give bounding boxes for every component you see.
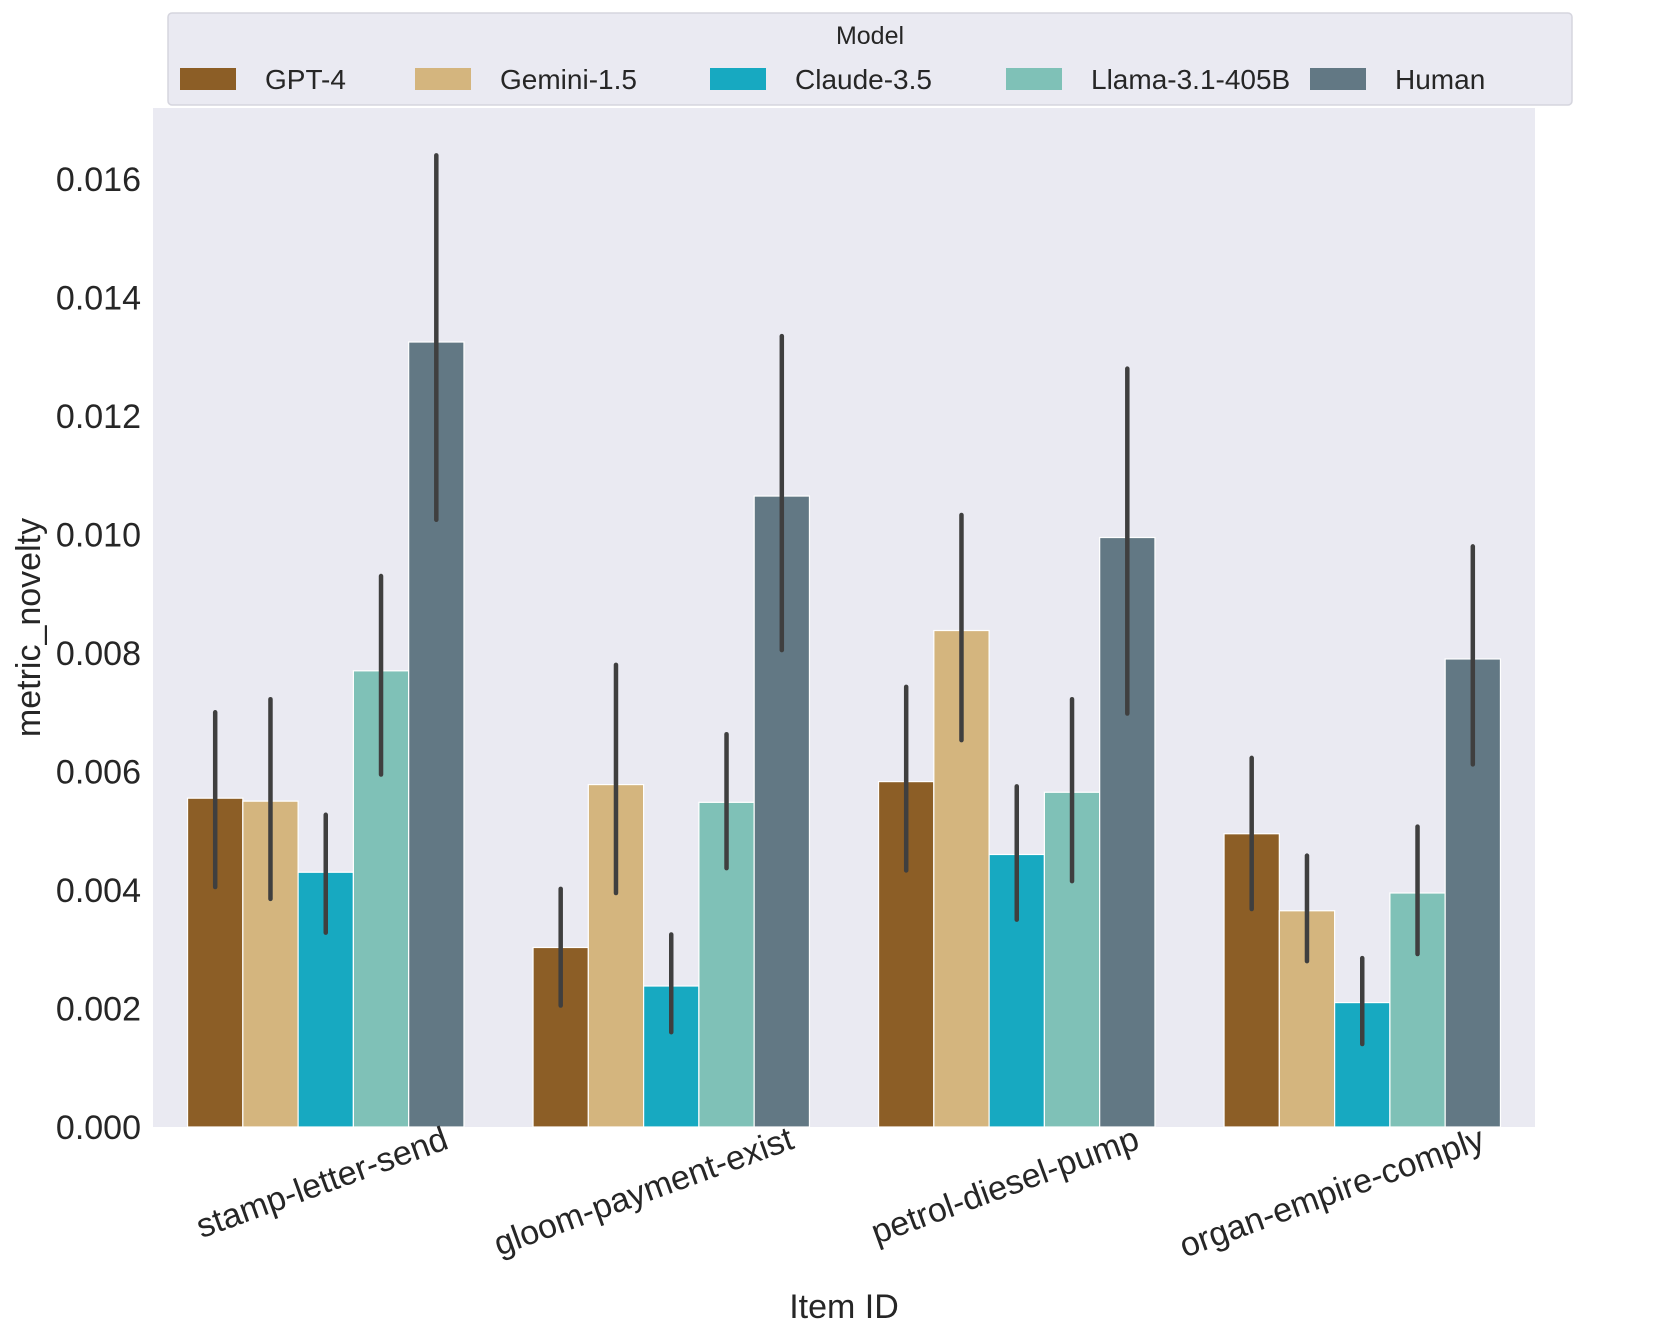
y-tick-label: 0.004 bbox=[56, 872, 141, 910]
x-tick-label: petrol-diesel-pump bbox=[866, 1120, 1144, 1252]
y-tick-label: 0.010 bbox=[56, 517, 141, 555]
x-tick-label: stamp-letter-send bbox=[191, 1120, 453, 1246]
bar-llama-3-1-405b-stamp-letter-send bbox=[352, 670, 410, 1128]
legend-label-claude-3-5: Claude-3.5 bbox=[795, 64, 932, 95]
x-axis-title: Item ID bbox=[789, 1288, 899, 1326]
legend-label-gemini-1-5: Gemini-1.5 bbox=[500, 64, 637, 95]
legend-title: Model bbox=[836, 22, 904, 50]
legend-swatch-human bbox=[1310, 68, 1366, 90]
y-axis-ticks: 0.000 0.002 0.004 0.006 0.008 0.010 0.012 0.014… bbox=[56, 161, 141, 1147]
y-tick-label: 0.002 bbox=[56, 991, 141, 1029]
y-tick-label: 0.006 bbox=[56, 754, 141, 792]
x-tick-label: organ-empire-comply bbox=[1175, 1120, 1490, 1266]
x-tick-label: gloom-payment-exist bbox=[489, 1120, 799, 1264]
legend-box bbox=[167, 12, 1573, 106]
bar-gpt-4-gloom-payment-exist bbox=[532, 946, 589, 1128]
legend: Model GPT-4 Gemini-1.5 Claude-3.5 Llama-3.1… bbox=[167, 12, 1573, 106]
y-tick-label: 0.000 bbox=[56, 1109, 141, 1147]
legend-label-gpt-4: GPT-4 bbox=[265, 64, 346, 95]
legend-swatch-claude-3-5 bbox=[710, 68, 766, 90]
x-axis-ticks: stamp-letter-send gloom-payment-exist petr… bbox=[191, 1120, 1489, 1266]
y-tick-label: 0.012 bbox=[56, 398, 141, 436]
y-tick-label: 0.016 bbox=[56, 161, 141, 199]
legend-swatch-llama-3-1-405b bbox=[1006, 68, 1062, 90]
y-axis-title: metric_novelty bbox=[10, 518, 48, 737]
legend-label-human: Human bbox=[1395, 64, 1485, 95]
y-tick-label: 0.008 bbox=[56, 635, 141, 673]
legend-label-llama-3-1-405b: Llama-3.1-405B bbox=[1091, 64, 1290, 95]
legend-items: GPT-4 Gemini-1.5 Claude-3.5 Llama-3.1-405B H… bbox=[180, 64, 1485, 95]
legend-swatch-gemini-1-5 bbox=[415, 68, 471, 90]
legend-swatch-gpt-4 bbox=[180, 68, 236, 90]
y-tick-label: 0.014 bbox=[56, 280, 141, 318]
error-bars-group bbox=[212, 153, 1476, 1047]
